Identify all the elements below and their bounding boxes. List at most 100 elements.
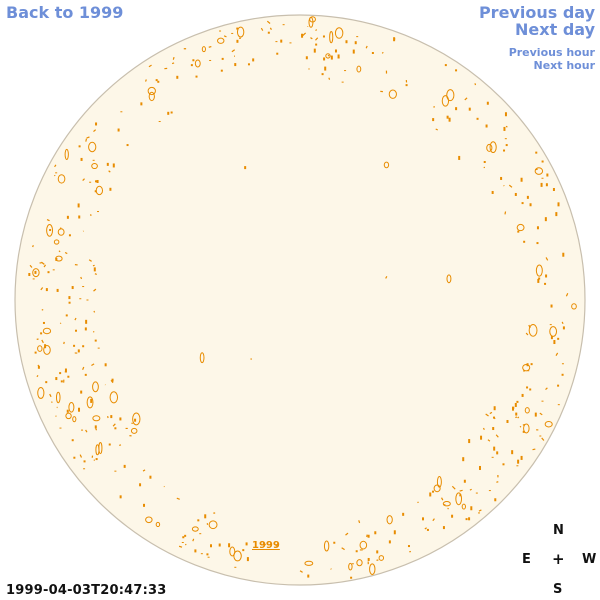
observation-mark [520, 455, 523, 460]
observation-mark [41, 339, 44, 344]
observation-mark [221, 57, 224, 60]
observation-mark [494, 498, 497, 502]
observation-mark [535, 264, 543, 277]
observation-mark [546, 173, 549, 177]
observation-mark [468, 439, 471, 444]
observation-mark [252, 58, 255, 62]
observation-mark [67, 375, 70, 378]
observation-mark [218, 543, 221, 547]
observation-mark [236, 26, 245, 38]
observation-mark [337, 54, 340, 59]
observation-mark [132, 412, 141, 426]
observation-mark [381, 51, 384, 54]
observation-mark [130, 427, 138, 434]
observation-mark [176, 75, 179, 79]
observation-mark [521, 393, 524, 397]
observation-mark [148, 64, 152, 68]
observation-mark [111, 378, 114, 382]
year-link[interactable]: 1999 [252, 540, 280, 551]
observation-mark [433, 484, 441, 493]
observation-mark [469, 488, 472, 491]
observation-mark [432, 518, 435, 522]
observation-mark [432, 118, 435, 122]
observation-mark [246, 557, 249, 562]
observation-mark [234, 63, 237, 67]
observation-mark [540, 182, 543, 187]
observation-mark [82, 366, 85, 370]
next-day-link[interactable]: Next day [515, 20, 595, 39]
observation-mark [245, 542, 248, 546]
observation-mark [333, 541, 336, 544]
observation-mark [55, 255, 63, 262]
observation-mark [117, 128, 120, 132]
observation-mark [56, 288, 59, 292]
observation-mark [94, 339, 97, 342]
observation-mark [492, 427, 495, 431]
observation-mark [486, 143, 493, 152]
observation-mark [109, 187, 112, 191]
observation-mark [197, 519, 200, 522]
observation-mark [119, 417, 122, 421]
next-hour-link[interactable]: Next hour [533, 59, 596, 72]
observation-mark [68, 401, 75, 413]
observation-mark [367, 534, 370, 538]
observation-mark [91, 363, 95, 367]
observation-mark [523, 423, 530, 434]
observation-mark [280, 39, 283, 43]
observation-mark [276, 52, 279, 55]
observation-mark [334, 49, 337, 53]
observation-mark [28, 272, 31, 276]
observation-mark [337, 57, 340, 59]
observation-mark [95, 180, 98, 183]
observation-mark [468, 107, 471, 111]
observation-mark [114, 470, 117, 472]
previous-day-link[interactable]: Previous day [478, 3, 595, 22]
observation-mark [158, 121, 161, 123]
observation-mark [143, 503, 146, 507]
observation-mark [486, 101, 489, 105]
observation-mark [147, 86, 156, 96]
observation-mark [64, 251, 68, 255]
previous-hour-link[interactable]: Previous hour [508, 46, 595, 59]
observation-mark [184, 534, 187, 537]
observation-mark [344, 70, 347, 72]
observation-mark [393, 37, 396, 42]
observation-mark [367, 557, 370, 561]
observation-mark [526, 195, 529, 199]
back-to-year-link[interactable]: Back to 1999 [6, 3, 124, 22]
observation-mark [463, 479, 466, 483]
observation-mark [176, 497, 180, 500]
observation-mark [244, 166, 247, 170]
observation-mark [405, 84, 408, 87]
observation-mark [92, 415, 101, 422]
observation-mark [334, 27, 344, 39]
observation-mark [60, 380, 63, 383]
observation-mark [228, 543, 231, 548]
observation-mark [356, 65, 362, 73]
observation-mark [209, 544, 212, 548]
observation-mark [545, 257, 549, 261]
observation-mark [487, 439, 491, 442]
observation-mark [495, 434, 499, 438]
observation-mark [74, 352, 77, 354]
observation-mark [422, 517, 425, 521]
observation-markers [28, 16, 577, 579]
observation-mark [315, 43, 318, 46]
observation-mark [565, 293, 569, 297]
observation-mark [307, 574, 310, 578]
observation-mark [505, 125, 508, 128]
observation-mark [442, 501, 451, 507]
observation-mark [517, 230, 520, 233]
observation-mark [522, 430, 525, 433]
observation-mark [275, 41, 278, 43]
observation-mark [505, 144, 508, 147]
observation-mark [455, 69, 458, 72]
observation-mark [55, 391, 61, 404]
observation-mark [40, 332, 43, 335]
observation-mark [489, 141, 497, 154]
observation-mark [84, 327, 87, 331]
observation-mark [345, 40, 348, 44]
observation-mark [480, 435, 483, 440]
observation-mark [534, 167, 544, 175]
